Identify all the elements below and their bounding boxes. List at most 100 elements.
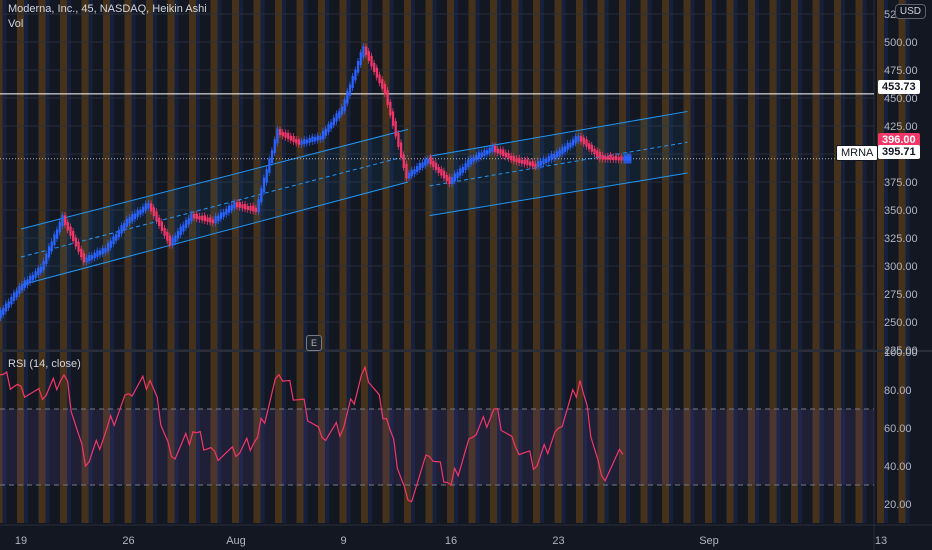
- session-band: [898, 0, 906, 523]
- time-tick-label: 13: [875, 535, 887, 547]
- session-band: [425, 0, 433, 523]
- session-band: [146, 0, 153, 523]
- rsi-tick-label: 40.00: [884, 461, 912, 473]
- premarket-band: [153, 0, 157, 523]
- premarket-band: [776, 0, 781, 523]
- time-tick-label: 19: [15, 535, 27, 547]
- session-band: [468, 0, 476, 523]
- premarket-band: [131, 0, 136, 523]
- session-band: [404, 0, 411, 523]
- rsi-line: [0, 365, 624, 503]
- session-band: [210, 0, 218, 523]
- session-band: [791, 0, 798, 523]
- price-tick-label: 250.00: [884, 317, 918, 329]
- time-tick-label: 16: [445, 535, 457, 547]
- currency-badge[interactable]: USD: [894, 4, 926, 19]
- channel-mid-line: [429, 141, 688, 187]
- premarket-band: [45, 0, 50, 523]
- session-band: [812, 0, 820, 523]
- time-tick-label: 23: [552, 535, 564, 547]
- session-band: [619, 0, 626, 523]
- premarket-band: [432, 0, 437, 523]
- session-band: [339, 0, 347, 523]
- premarket-band: [518, 0, 523, 523]
- premarket-band: [217, 0, 222, 523]
- session-band: [834, 0, 841, 523]
- premarket-band: [475, 0, 480, 523]
- premarket-band: [755, 0, 759, 523]
- premarket-band: [282, 0, 286, 523]
- session-band: [726, 0, 734, 523]
- rsi-band-fill: [0, 409, 874, 485]
- session-band: [0, 0, 3, 523]
- premarket-band: [303, 0, 308, 523]
- symbol-tag: MRNA: [836, 145, 879, 161]
- session-band: [877, 0, 884, 523]
- session-band: [855, 0, 863, 523]
- premarket-band: [540, 0, 544, 523]
- time-tick-label: 9: [340, 535, 346, 547]
- premarket-band: [260, 0, 265, 523]
- session-band: [533, 0, 540, 523]
- price-tick-label: 425.00: [884, 121, 918, 133]
- premarket-band: [24, 0, 28, 523]
- session-band: [683, 0, 691, 523]
- premarket-band: [174, 0, 179, 523]
- time-tick-label: 26: [122, 535, 134, 547]
- time-tick-label: Sep: [699, 535, 719, 547]
- volume-legend[interactable]: Vol: [8, 18, 24, 30]
- premarket-band: [798, 0, 802, 523]
- session-band: [167, 0, 175, 523]
- session-band: [597, 0, 605, 523]
- session-band: [361, 0, 368, 523]
- session-band: [576, 0, 583, 523]
- price-tick-label: 375.00: [884, 177, 918, 189]
- premarket-band: [368, 0, 372, 523]
- rsi-legend[interactable]: RSI (14, close): [8, 358, 81, 370]
- premarket-band: [497, 0, 501, 523]
- premarket-band: [411, 0, 415, 523]
- premarket-band: [196, 0, 200, 523]
- session-band: [103, 0, 110, 523]
- session-band: [382, 0, 390, 523]
- premarket-band: [583, 0, 587, 523]
- premarket-band: [454, 0, 458, 523]
- price-tick-label: 350.00: [884, 205, 918, 217]
- premarket-band: [905, 0, 910, 523]
- premarket-band: [325, 0, 329, 523]
- session-band: [38, 0, 46, 523]
- session-band: [189, 0, 196, 523]
- rsi-tick-label: 80.00: [884, 385, 912, 397]
- earnings-marker[interactable]: E: [306, 335, 322, 351]
- price-tick-label: 325.00: [884, 233, 918, 245]
- rsi-tick-label: 100.00: [884, 347, 918, 359]
- session-band: [554, 0, 562, 523]
- price-tick-label: 500.00: [884, 37, 918, 49]
- premarket-band: [712, 0, 716, 523]
- premarket-band: [669, 0, 673, 523]
- price-tick-label: 275.00: [884, 289, 918, 301]
- premarket-band: [690, 0, 695, 523]
- channel-mid-line: [20, 155, 409, 258]
- session-band: [275, 0, 282, 523]
- premarket-band: [647, 0, 652, 523]
- session-bands: [0, 0, 910, 523]
- premarket-band: [110, 0, 114, 523]
- premarket-band: [67, 0, 71, 523]
- channel-upper-line: [20, 128, 409, 230]
- rsi-tick-label: 20.00: [884, 499, 912, 511]
- session-band: [511, 0, 519, 523]
- price-axis: 225.00 250.00 275.00 300.00 325.00 350.00 375.…: [884, 9, 918, 511]
- symbol-legend[interactable]: Moderna, Inc., 45, NASDAQ, Heikin Ashi: [8, 3, 207, 15]
- channel-fill: [429, 111, 688, 216]
- price-series: [0, 43, 632, 322]
- premarket-band: [2, 0, 7, 523]
- session-band: [769, 0, 777, 523]
- channel-lower-line: [20, 181, 409, 286]
- premarket-band: [733, 0, 738, 523]
- premarket-band: [389, 0, 394, 523]
- premarket-band: [819, 0, 824, 523]
- session-band: [253, 0, 261, 523]
